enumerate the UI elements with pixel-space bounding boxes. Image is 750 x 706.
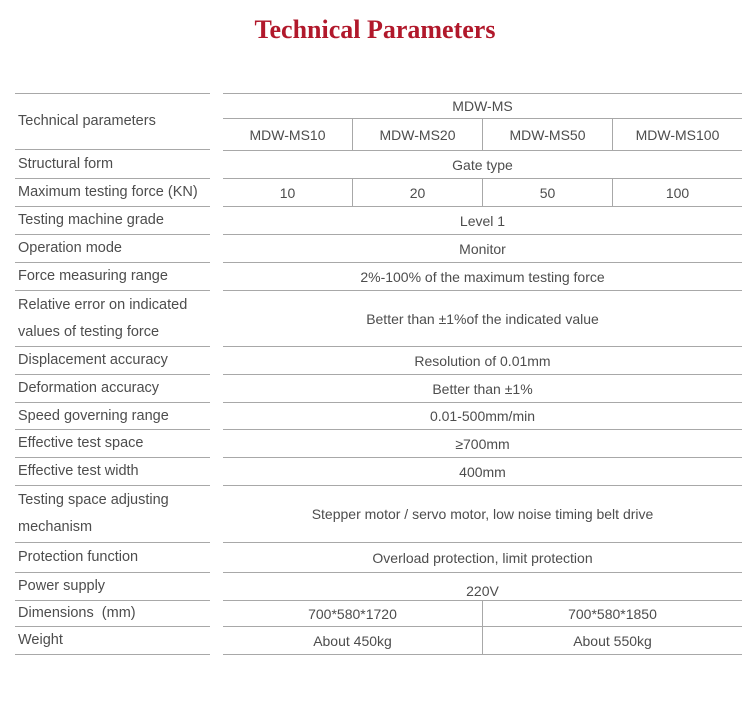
parameter-values: Overload protection, limit protection — [223, 543, 742, 573]
left-column-header: Technical parameters — [15, 93, 210, 150]
column-gap — [210, 543, 223, 573]
parameter-values: Gate type — [223, 151, 742, 179]
table-row: Effective test space ≥700mm — [15, 430, 742, 458]
parameter-values: Level 1 — [223, 207, 742, 235]
parameter-label: Testing space adjusting mechanism — [15, 486, 210, 543]
parameter-values: Monitor — [223, 235, 742, 263]
parameter-label: Force measuring range — [15, 263, 210, 291]
parameter-value-cell: 220V — [466, 583, 499, 599]
table-row: Speed governing range 0.01-500mm/min — [15, 403, 742, 430]
table-row: Protection function Overload protection, … — [15, 543, 742, 573]
column-gap — [210, 347, 223, 375]
model-names-row: MDW-MS10 MDW-MS20 MDW-MS50 MDW-MS100 — [223, 119, 742, 150]
table-header-row: Technical parameters MDW-MS MDW-MS10 MDW… — [15, 93, 742, 151]
column-gap — [210, 207, 223, 235]
column-gap — [210, 403, 223, 430]
parameter-value-cell: 20 — [352, 179, 482, 206]
table-row: Deformation accuracy Better than ±1% — [15, 375, 742, 403]
column-gap — [210, 627, 223, 655]
table-body: Structural form Gate type Maximum testing … — [15, 151, 742, 655]
parameter-value-cell: About 450kg — [313, 632, 392, 649]
column-gap — [210, 179, 223, 207]
table-row: Displacement accuracy Resolution of 0.01m… — [15, 347, 742, 375]
column-gap — [210, 235, 223, 263]
table-row: Testing machine grade Level 1 — [15, 207, 742, 235]
parameter-values: Stepper motor / servo motor, low noise t… — [223, 486, 742, 543]
parameter-label: Testing machine grade — [15, 207, 210, 235]
table-row: Relative error on indicated values of te… — [15, 291, 742, 347]
spec-table: Technical parameters MDW-MS MDW-MS10 MDW… — [15, 93, 742, 655]
parameter-label: Deformation accuracy — [15, 375, 210, 403]
parameter-label: Relative error on indicated values of te… — [15, 291, 210, 347]
parameter-label: Maximum testing force (KN) — [15, 179, 210, 207]
page-title: Technical Parameters — [254, 15, 496, 44]
column-gap — [210, 430, 223, 458]
parameter-values: ≥700mm — [223, 430, 742, 458]
parameter-label: Weight — [15, 627, 210, 655]
parameter-label: Protection function — [15, 543, 210, 573]
column-gap — [210, 458, 223, 486]
parameter-value-cell: 100 — [612, 179, 742, 206]
column-gap — [210, 93, 223, 151]
parameter-value-cell: 400mm — [459, 463, 506, 480]
parameter-label: Effective test width — [15, 458, 210, 486]
model-name: MDW-MS50 — [482, 119, 612, 150]
parameter-label: Displacement accuracy — [15, 347, 210, 375]
parameter-value-cell: 2%-100% of the maximum testing force — [360, 268, 605, 285]
model-name: MDW-MS100 — [612, 119, 742, 150]
parameter-values: Better than ±1%of the indicated value — [223, 291, 742, 347]
model-name: MDW-MS20 — [352, 119, 482, 150]
parameter-values: 220V — [223, 573, 742, 601]
column-gap — [210, 291, 223, 347]
parameter-value-cell: Better than ±1%of the indicated value — [366, 310, 599, 327]
column-gap — [210, 375, 223, 403]
table-row: Testing space adjusting mechanism Stepper… — [15, 486, 742, 543]
column-gap — [210, 151, 223, 179]
parameter-value-cell: 50 — [482, 179, 612, 206]
parameter-label: Effective test space — [15, 430, 210, 458]
table-row: Force measuring range 2%-100% of the maxi… — [15, 263, 742, 291]
parameter-values: About 450kg About 550kg — [223, 627, 742, 655]
parameter-label: Power supply — [15, 573, 210, 601]
parameter-values: 2%-100% of the maximum testing force — [223, 263, 742, 291]
table-row: Structural form Gate type — [15, 151, 742, 179]
parameter-values: Better than ±1% — [223, 375, 742, 403]
parameter-value-cell: About 550kg — [482, 627, 742, 654]
column-gap — [210, 263, 223, 291]
table-row: Weight About 450kg About 550kg — [15, 627, 742, 655]
column-gap — [210, 573, 223, 601]
parameter-values: 700*580*1720 700*580*1850 — [223, 601, 742, 627]
parameter-value-cell: Monitor — [459, 240, 506, 257]
parameter-value-cell: 700*580*1720 — [308, 605, 397, 622]
column-gap — [210, 486, 223, 543]
table-row: Operation mode Monitor — [15, 235, 742, 263]
parameter-value-cell: ≥700mm — [455, 435, 510, 452]
parameter-label: Dimensions (mm) — [15, 601, 210, 627]
parameter-value-cell: Resolution of 0.01mm — [414, 352, 551, 369]
parameter-values: 400mm — [223, 458, 742, 486]
parameter-value-cell: 10 — [279, 184, 296, 201]
model-name: MDW-MS10 — [249, 126, 326, 143]
parameter-values: Resolution of 0.01mm — [223, 347, 742, 375]
series-name: MDW-MS — [223, 94, 742, 119]
table-row: Power supply 220V — [15, 573, 742, 601]
column-gap — [210, 601, 223, 627]
parameter-value-cell: Stepper motor / servo motor, low noise t… — [311, 506, 654, 522]
parameter-value-cell: 0.01-500mm/min — [429, 408, 536, 424]
parameter-values: 0.01-500mm/min — [223, 403, 742, 430]
parameter-value-cell: Gate type — [452, 156, 513, 173]
table-row: Effective test width 400mm — [15, 458, 742, 486]
parameter-value-cell: Overload protection, limit protection — [372, 549, 593, 566]
parameter-label: Operation mode — [15, 235, 210, 263]
parameter-value-cell: Better than ±1% — [432, 380, 533, 397]
parameter-value-cell: Level 1 — [459, 212, 506, 229]
parameter-label: Speed governing range — [15, 403, 210, 430]
table-row: Dimensions (mm) 700*580*1720 700*580*1850 — [15, 601, 742, 627]
parameter-values: 10 20 50 100 — [223, 179, 742, 207]
table-row: Maximum testing force (KN) 10 20 50 100 — [15, 179, 742, 207]
model-series-header: MDW-MS MDW-MS10 MDW-MS20 MDW-MS50 MDW-MS… — [223, 93, 742, 151]
parameter-value-cell: 700*580*1850 — [482, 601, 742, 626]
parameter-label: Structural form — [15, 151, 210, 179]
